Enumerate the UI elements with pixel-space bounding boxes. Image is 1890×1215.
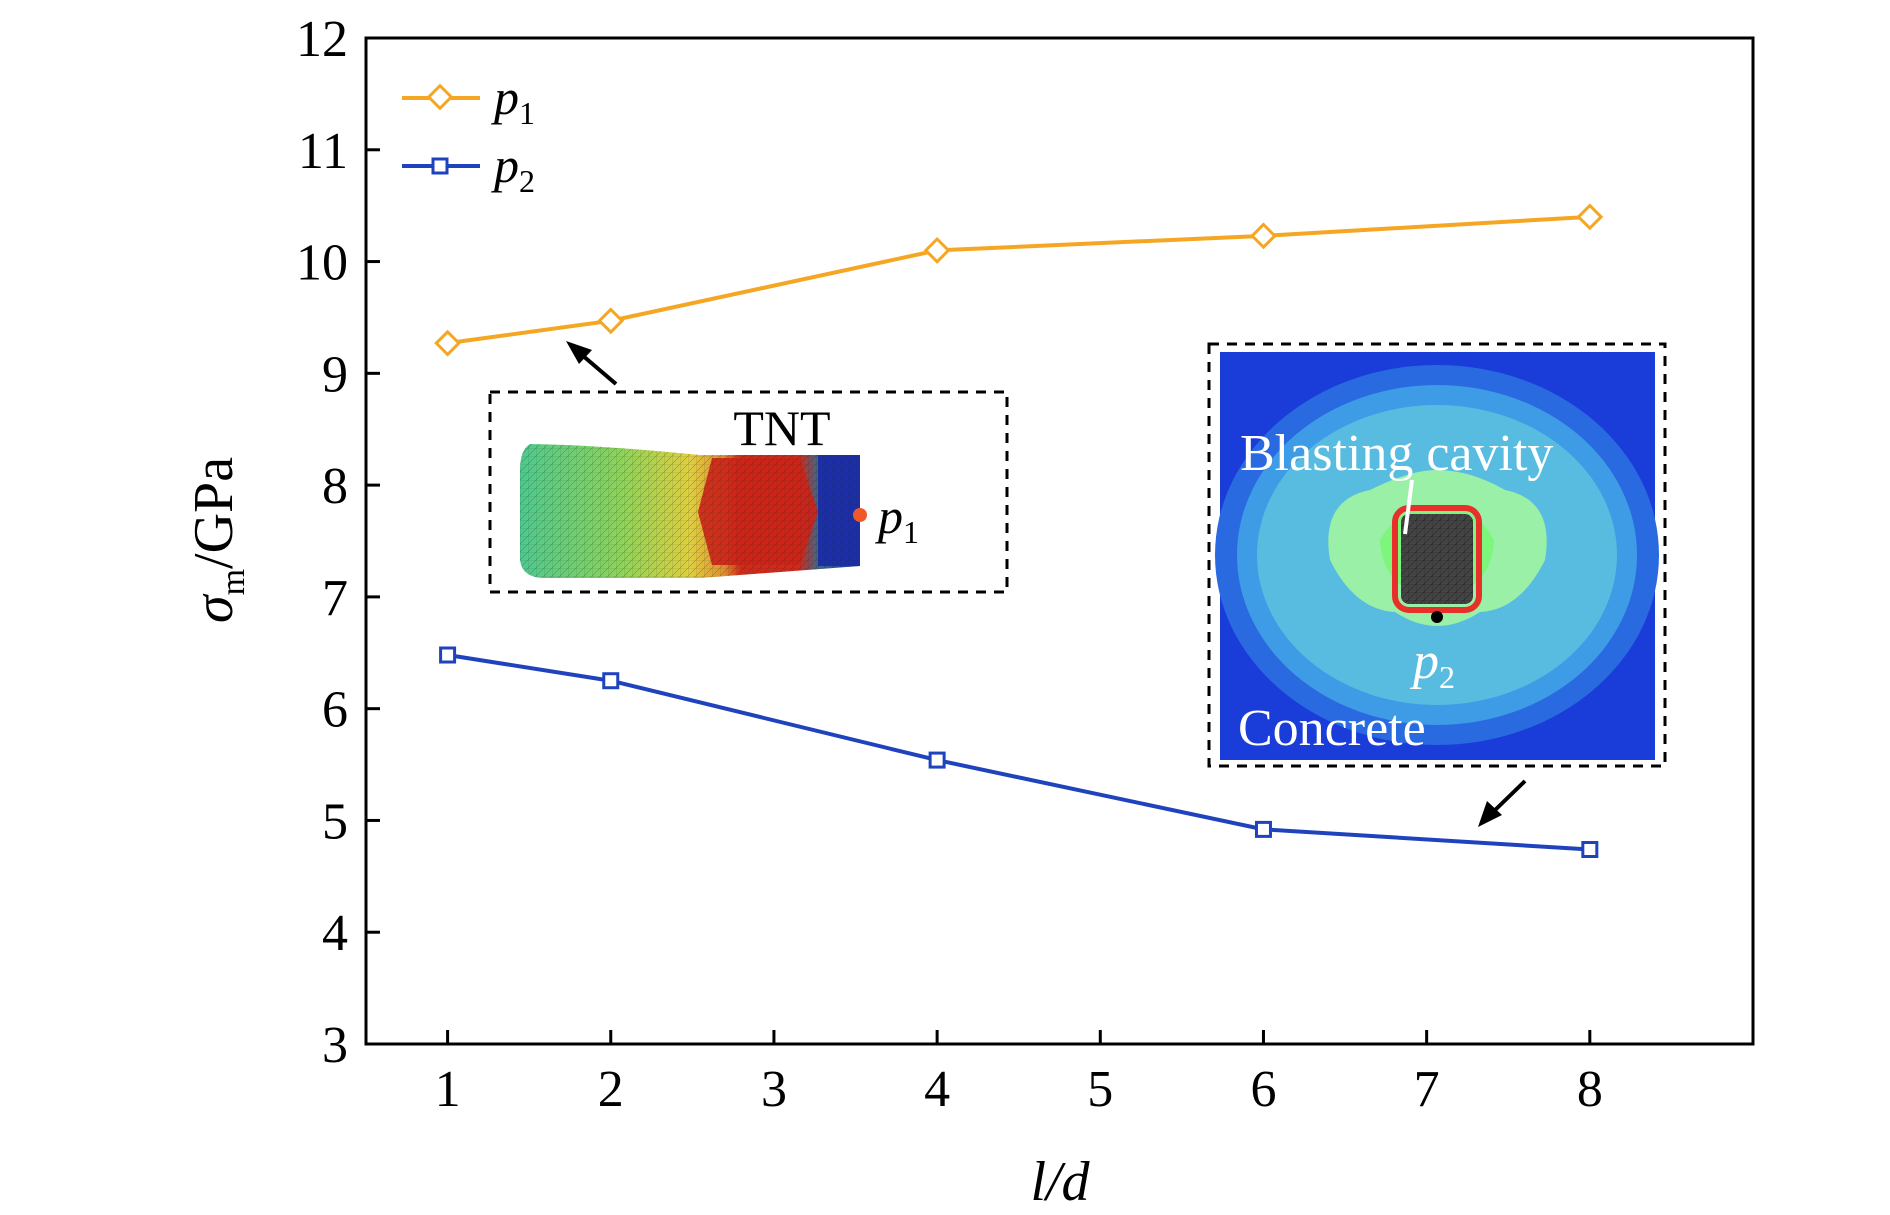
- blasting-cavity-mesh-lines: [1401, 514, 1473, 604]
- x-tick-label: 3: [761, 1061, 787, 1118]
- tnt-mesh: [520, 444, 860, 578]
- y-axis-label-subscript: m: [215, 569, 252, 595]
- cavity-pointer: [1403, 479, 1414, 535]
- inset-concrete-point-label: p2: [1409, 633, 1455, 695]
- x-tick-label: 5: [1087, 1061, 1113, 1118]
- y-axis-label: σm/GPa: [183, 457, 252, 623]
- y-tick-label: 12: [296, 11, 348, 68]
- y-tick-label: 11: [298, 123, 348, 180]
- data-point-p1: [1250, 222, 1277, 250]
- arrow-to-p1-series: [566, 341, 618, 386]
- inset-tnt-frame: [488, 390, 1009, 594]
- data-point-p2: [1581, 841, 1599, 859]
- inset-tnt-point-label: p1: [875, 488, 919, 550]
- x-tick-label: 8: [1577, 1061, 1603, 1118]
- data-point-p2: [1254, 820, 1272, 838]
- x-tick-label: 2: [598, 1061, 624, 1118]
- legend-marker-p1: [426, 83, 454, 111]
- inset-concrete: Blasting cavity p2 Concrete: [1207, 342, 1667, 768]
- y-tick-label: 4: [322, 905, 348, 962]
- x-axis: 1 2 3 4 5 6 7 8: [435, 1030, 1603, 1118]
- concrete-point-p2: [1431, 611, 1443, 623]
- x-tick-label: 6: [1250, 1061, 1276, 1118]
- y-tick-label: 7: [322, 570, 348, 627]
- x-tick-label: 4: [924, 1061, 950, 1118]
- x-tick-label: 7: [1414, 1061, 1440, 1118]
- y-tick-label: 5: [322, 793, 348, 850]
- y-axis: 3 4 5 6 7 8 9 10 11 12: [296, 11, 380, 1074]
- y-tick-label: 6: [322, 682, 348, 739]
- inset-concrete-cavity-label: Blasting cavity: [1240, 425, 1553, 482]
- inset-concrete-frame: [1207, 342, 1667, 768]
- x-tick-label: 1: [435, 1061, 461, 1118]
- legend: p1 p2: [402, 69, 535, 199]
- plot-frame: [364, 36, 1755, 1046]
- data-point-p1: [1576, 203, 1604, 231]
- y-tick-label: 9: [322, 346, 348, 403]
- y-tick-label: 10: [296, 235, 348, 292]
- inset-tnt-title: TNT: [733, 400, 830, 456]
- data-point-p2: [602, 672, 620, 690]
- data-point-p1: [923, 236, 951, 264]
- y-axis-label-unit: /GPa: [183, 457, 245, 569]
- inset-concrete-material-label: Concrete: [1238, 700, 1426, 757]
- x-axis-label: l/d: [1030, 1151, 1090, 1210]
- y-tick-label: 3: [322, 1017, 348, 1074]
- data-point-p2: [439, 646, 457, 664]
- tnt-point-p1: [853, 508, 867, 522]
- y-tick-label: 8: [322, 458, 348, 515]
- legend-marker-p2: [431, 157, 449, 175]
- svg-text:σm/GPa: σm/GPa: [183, 457, 252, 623]
- inset-tnt: TNT p1: [488, 390, 1009, 594]
- data-point-p2: [928, 751, 946, 769]
- blasting-cavity-outline: [1392, 505, 1482, 613]
- arrow-to-p2-series: [1478, 779, 1527, 827]
- data-point-p1: [434, 329, 462, 357]
- legend-label-p2: p2: [491, 137, 535, 199]
- data-point-p1: [597, 307, 625, 335]
- series-layer: [434, 203, 1604, 859]
- y-axis-label-symbol: σ: [183, 593, 245, 623]
- legend-label-p1: p1: [491, 69, 535, 131]
